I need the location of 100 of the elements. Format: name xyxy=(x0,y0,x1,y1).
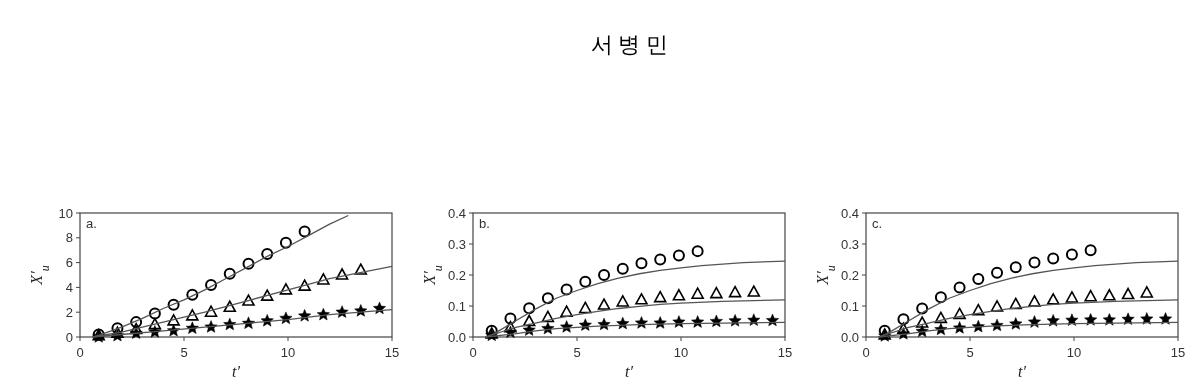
point xyxy=(691,287,704,300)
point xyxy=(953,307,966,320)
x-tick-label: 10 xyxy=(673,345,689,360)
point xyxy=(1084,313,1098,326)
point xyxy=(972,303,985,316)
point xyxy=(260,289,274,301)
point xyxy=(597,298,611,310)
y-tick-label: 0.1 xyxy=(840,298,859,314)
point xyxy=(990,300,1004,312)
annotation: b. xyxy=(479,216,490,231)
point xyxy=(579,275,592,288)
point xyxy=(261,247,274,260)
point xyxy=(1065,291,1079,303)
y-tick-label: 0.0 xyxy=(840,329,859,345)
point xyxy=(279,283,293,295)
x-tick-label: 0 xyxy=(76,345,84,360)
point xyxy=(541,310,555,323)
point xyxy=(148,317,162,330)
y-tick-label: 0.3 xyxy=(840,236,859,252)
point xyxy=(1046,293,1060,305)
point xyxy=(354,263,368,275)
point xyxy=(298,225,311,238)
y-tick-label: 0.4 xyxy=(840,205,859,221)
point xyxy=(1103,288,1116,301)
y-tick-label: 8 xyxy=(65,230,73,246)
point xyxy=(1084,289,1097,302)
point xyxy=(728,285,742,298)
point xyxy=(541,321,555,335)
point xyxy=(1140,286,1154,298)
point xyxy=(205,278,218,291)
point xyxy=(111,322,124,335)
point xyxy=(560,305,573,317)
y-tick-label: 0.4 xyxy=(447,205,466,221)
point xyxy=(504,312,517,325)
y-tick-label: 2 xyxy=(65,304,73,320)
point xyxy=(616,262,629,275)
point xyxy=(1028,295,1041,307)
point xyxy=(186,288,199,301)
point xyxy=(242,294,255,306)
point xyxy=(523,302,536,315)
annotation: c. xyxy=(872,216,883,231)
point xyxy=(691,245,704,258)
point xyxy=(915,316,929,328)
x-tick-label: 5 xyxy=(573,345,581,360)
point xyxy=(635,257,648,270)
point xyxy=(1009,297,1023,310)
point xyxy=(934,291,947,304)
annotation: a. xyxy=(86,216,97,231)
point xyxy=(598,269,611,281)
point xyxy=(335,268,349,280)
point xyxy=(167,314,180,326)
x-tick-label: 5 xyxy=(180,345,188,360)
point xyxy=(972,273,985,286)
point xyxy=(242,257,255,270)
point xyxy=(672,249,685,262)
point xyxy=(934,311,948,324)
point xyxy=(991,266,1004,279)
x-tick-label: 10 xyxy=(1066,345,1082,360)
point xyxy=(672,288,686,301)
point xyxy=(1065,248,1078,261)
y-tick-label: 0.0 xyxy=(447,329,466,345)
point xyxy=(522,314,536,327)
x-tick-label: 0 xyxy=(469,345,477,360)
y-tick-label: 0.3 xyxy=(447,236,466,252)
x-tick-label: 0 xyxy=(862,345,870,360)
point xyxy=(223,300,237,313)
point xyxy=(1159,312,1172,325)
point xyxy=(710,286,723,299)
point xyxy=(897,313,910,326)
x-tick-label: 15 xyxy=(1170,345,1186,360)
point xyxy=(653,290,667,303)
point xyxy=(1047,252,1060,265)
y-tick-label: 4 xyxy=(65,279,73,295)
point xyxy=(317,273,330,285)
point xyxy=(560,283,573,296)
x-tick-label: 15 xyxy=(777,345,793,360)
y-tick-label: 10 xyxy=(58,205,73,221)
point xyxy=(167,298,180,311)
chart-title: 서 병 민 xyxy=(590,32,668,57)
point xyxy=(298,279,311,291)
point xyxy=(635,293,648,305)
point xyxy=(130,316,143,329)
x-tick-label: 10 xyxy=(280,345,296,360)
y-tick-label: 0.2 xyxy=(447,267,466,283)
y-tick-label: 0.1 xyxy=(447,298,466,314)
point xyxy=(953,281,966,294)
point xyxy=(1009,261,1022,274)
point xyxy=(186,309,199,321)
y-tick-label: 0.2 xyxy=(840,267,859,283)
point xyxy=(579,301,592,314)
x-axis-title: t′ xyxy=(1018,363,1027,380)
point xyxy=(1028,256,1041,269)
point xyxy=(541,292,554,305)
point xyxy=(279,236,292,249)
point xyxy=(916,302,929,315)
x-axis-title: t′ xyxy=(232,363,241,380)
point xyxy=(1140,312,1154,325)
x-axis-title: t′ xyxy=(625,363,634,380)
point xyxy=(654,253,667,266)
point xyxy=(223,267,236,280)
